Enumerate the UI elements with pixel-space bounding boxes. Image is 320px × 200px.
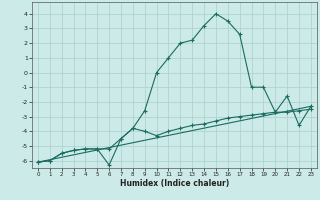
X-axis label: Humidex (Indice chaleur): Humidex (Indice chaleur) <box>120 179 229 188</box>
